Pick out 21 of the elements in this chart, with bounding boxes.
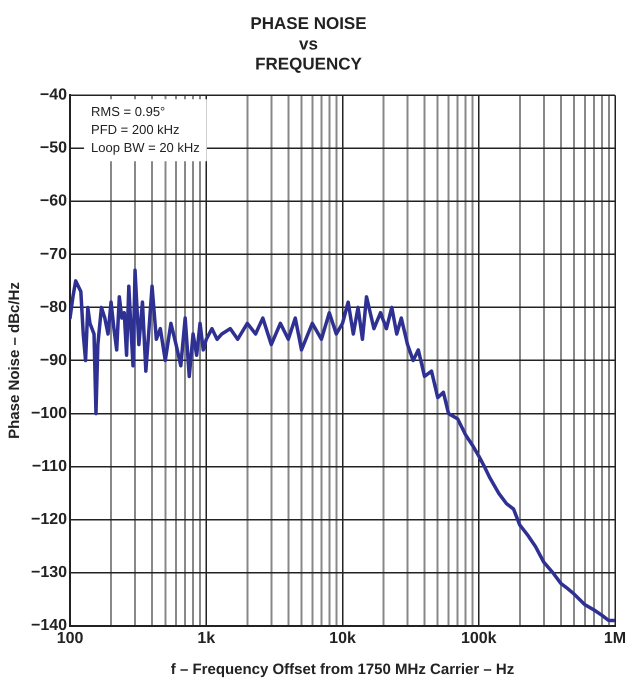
y-axis-title: Phase Noise – dBc/Hz bbox=[6, 282, 24, 439]
x-tick-label: 1M bbox=[604, 630, 626, 647]
y-tick-label: −100 bbox=[30, 404, 68, 422]
y-tick-label: −90 bbox=[40, 352, 68, 369]
y-tick-label: −110 bbox=[32, 458, 68, 476]
y-tick-label: −50 bbox=[40, 140, 68, 157]
x-axis-title: f – Frequency Offset from 1750 MHz Carrier – Hz bbox=[170, 661, 514, 678]
y-tick-label: −60 bbox=[40, 192, 68, 210]
annotation: PFD = 200 kHz bbox=[91, 122, 180, 137]
y-tick-label: −130 bbox=[30, 564, 68, 582]
chart-title: PHASE NOISE vs FREQUENCY bbox=[250, 14, 367, 74]
x-tick-label: 100k bbox=[460, 630, 497, 647]
x-tick-label: 10k bbox=[329, 630, 356, 647]
annotation: Loop BW = 20 kHz bbox=[91, 140, 200, 155]
y-tick-label: −80 bbox=[40, 298, 68, 316]
y-tick-label: −40 bbox=[40, 86, 68, 104]
y-tick-label: −70 bbox=[40, 246, 68, 263]
x-tick-label: 100 bbox=[56, 630, 84, 647]
annotation: RMS = 0.95° bbox=[91, 104, 166, 119]
x-tick-label: 1k bbox=[197, 630, 216, 647]
y-tick-label: −120 bbox=[30, 511, 68, 528]
